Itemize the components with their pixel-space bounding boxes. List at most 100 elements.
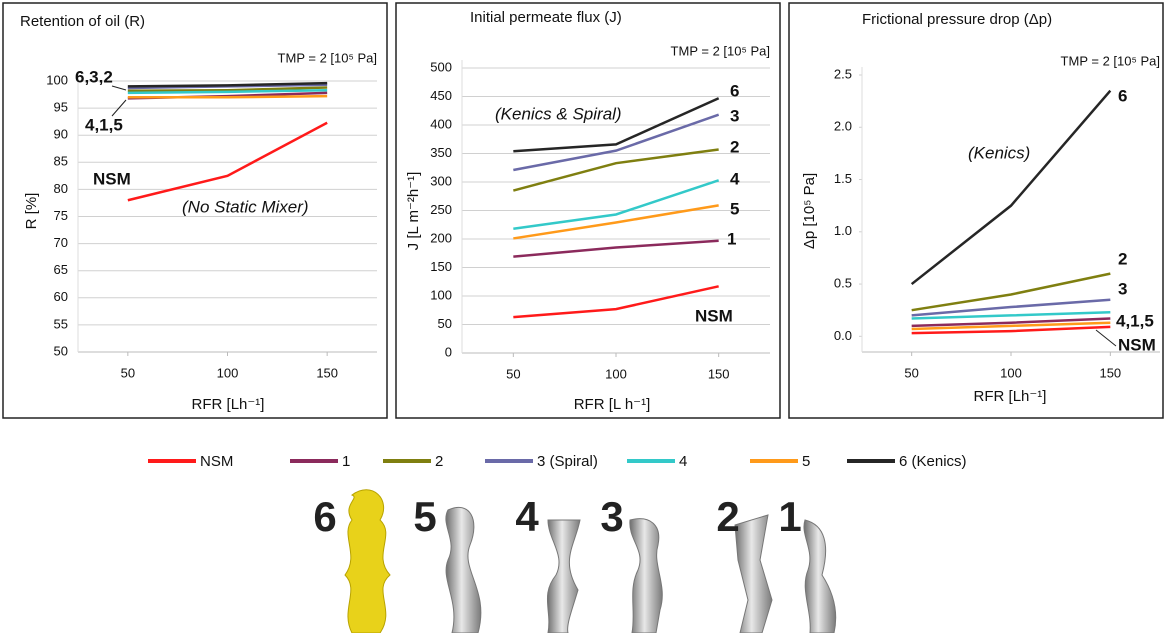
y-tick-label: 300 [430,173,452,188]
mixer-label: 2 [716,493,739,540]
y-tick-label: 350 [430,145,452,160]
series-line [127,86,328,93]
y-tick-label: 50 [438,316,452,331]
annotation: 6 [1118,86,1127,105]
x-tick-label: 100 [217,365,239,380]
y-tick-label: 60 [54,289,68,304]
annotation: (Kenics) [968,143,1030,162]
y-tick-label: 1.5 [834,171,852,186]
series-line [127,81,328,88]
panel-frame [2,2,388,419]
y-tick-label: 0 [445,344,452,359]
series-line [911,272,1111,312]
annotation: 1 [727,229,736,248]
series-line [513,179,720,230]
legend-label: 4 [679,453,687,470]
annotation: 5 [730,199,739,218]
series-line [513,285,719,319]
x-axis-label: RFR [Lh⁻¹] [192,396,265,413]
y-tick-label: 500 [430,59,452,74]
annotation: 4 [730,169,740,188]
leader-line [1095,329,1117,347]
annotation: TMP = 2 [10⁵ Pa] [671,43,770,58]
y-tick-label: 1.0 [834,223,852,238]
x-tick-label: 150 [1099,365,1121,380]
series-line [513,148,719,192]
annotation: NSM [93,169,131,188]
mixer-label: 1 [778,493,801,540]
series-line [911,321,1111,331]
mixer-label: 5 [413,493,436,540]
annotation: 4,1,5 [85,115,123,134]
series-line [127,88,328,95]
x-tick-label: 100 [605,366,627,381]
y-tick-label: 200 [430,230,452,245]
y-axis-label: Δp [10⁵ Pa] [801,173,818,249]
annotation: 3 [730,106,739,125]
chart-title: Initial permeate flux (J) [470,9,622,26]
mixer-label: 3 [600,493,623,540]
y-tick-label: 250 [430,202,452,217]
x-tick-label: 50 [904,365,918,380]
y-tick-label: 450 [430,88,452,103]
y-tick-label: 150 [430,259,452,274]
series-line [911,325,1111,335]
legend-label: 1 [342,453,350,470]
annotation: NSM [695,306,733,325]
legend-label: 3 (Spiral) [537,453,598,470]
legend-label: NSM [200,453,233,470]
annotation: TMP = 2 [10⁵ Pa] [1061,53,1160,68]
series-line [911,298,1111,317]
annotation: (No Static Mixer) [182,197,309,216]
y-tick-label: 80 [54,181,68,196]
y-tick-label: 65 [54,262,68,277]
leader-line [111,85,127,91]
mixer-label: 6 [313,493,336,540]
series-line [513,97,720,153]
y-tick-label: 55 [54,316,68,331]
x-tick-label: 100 [1000,365,1022,380]
y-tick-label: 90 [54,127,68,142]
series-line [910,89,1112,286]
y-tick-label: 95 [54,100,68,115]
legend-label: 5 [802,453,810,470]
series-line [911,317,1111,328]
y-tick-label: 2.0 [834,119,852,134]
annotation: 2 [1118,249,1127,268]
annotation: 2 [730,137,739,156]
series-line [513,113,720,172]
y-tick-label: 400 [430,116,452,131]
y-tick-label: 2.5 [834,66,852,81]
x-axis-label: RFR [Lh⁻¹] [974,388,1047,405]
y-tick-label: 85 [54,154,68,169]
x-axis-label: RFR [L h⁻¹] [574,396,651,413]
series-line [127,94,328,99]
x-tick-label: 50 [506,366,520,381]
annotation: NSM [1118,335,1156,354]
series-line [911,311,1111,320]
x-tick-label: 150 [316,365,338,380]
annotation: 3 [1118,279,1127,298]
y-tick-label: 50 [54,343,68,358]
legend-label: 6 (Kenics) [899,453,967,470]
series-line [513,204,719,240]
y-tick-label: 70 [54,235,68,250]
x-tick-label: 150 [708,366,730,381]
annotation: 6 [730,81,739,100]
series-line [127,121,328,202]
mixer-photos [344,489,837,633]
chart-title: Frictional pressure drop (Δp) [862,11,1052,28]
annotation: 4,1,5 [1116,311,1154,330]
y-tick-label: 100 [430,287,452,302]
y-tick-label: 75 [54,208,68,223]
chart-title: Retention of oil (R) [20,13,145,30]
x-tick-label: 50 [121,365,135,380]
series-line [513,239,719,258]
annotation: 6,3,2 [75,67,113,86]
leader-line [111,99,127,117]
mixer-label: 4 [515,493,539,540]
y-tick-label: 0.5 [834,275,852,290]
annotation: TMP = 2 [10⁵ Pa] [278,50,377,65]
y-axis-label: J [L m⁻²h⁻¹] [405,172,422,251]
annotation: (Kenics & Spiral) [495,104,622,123]
